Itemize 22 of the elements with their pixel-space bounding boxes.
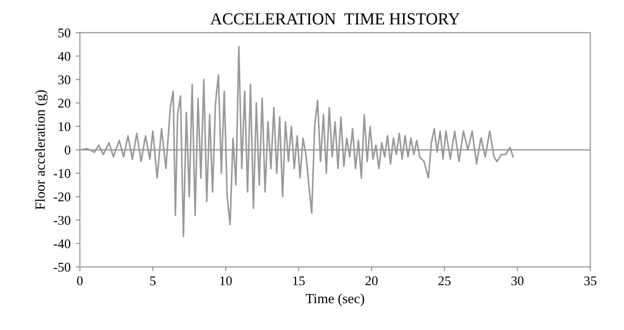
x-tick-label: 20 — [366, 276, 378, 286]
chart-title: ACCELERATION TIME HISTORY — [210, 13, 460, 24]
y-tick-label: -20 — [54, 192, 70, 202]
y-tick-label: 0 — [64, 146, 70, 155]
x-tick-label: 0 — [77, 276, 83, 286]
y-tick-label: -40 — [54, 239, 70, 248]
x-tick-label: 25 — [438, 276, 451, 286]
x-tick-label: 15 — [293, 276, 305, 286]
x-tick-label: 35 — [584, 276, 596, 286]
y-axis-title: Floor acceleration (g) — [35, 90, 48, 210]
y-tick-label: -30 — [54, 216, 70, 225]
y-tick-label: 40 — [58, 52, 70, 61]
x-tick-label: 10 — [220, 276, 232, 286]
y-tick-label: -50 — [54, 262, 70, 272]
y-tick-label: 50 — [58, 28, 70, 38]
x-axis-title: Time (sec) — [306, 294, 364, 306]
y-tick-label: -10 — [54, 169, 70, 178]
x-tick-label: 5 — [150, 276, 156, 286]
y-tick-label: 10 — [58, 122, 70, 132]
y-tick-label: 20 — [58, 98, 70, 108]
x-tick-label: 30 — [511, 276, 524, 286]
y-tick-label: 30 — [58, 75, 70, 84]
